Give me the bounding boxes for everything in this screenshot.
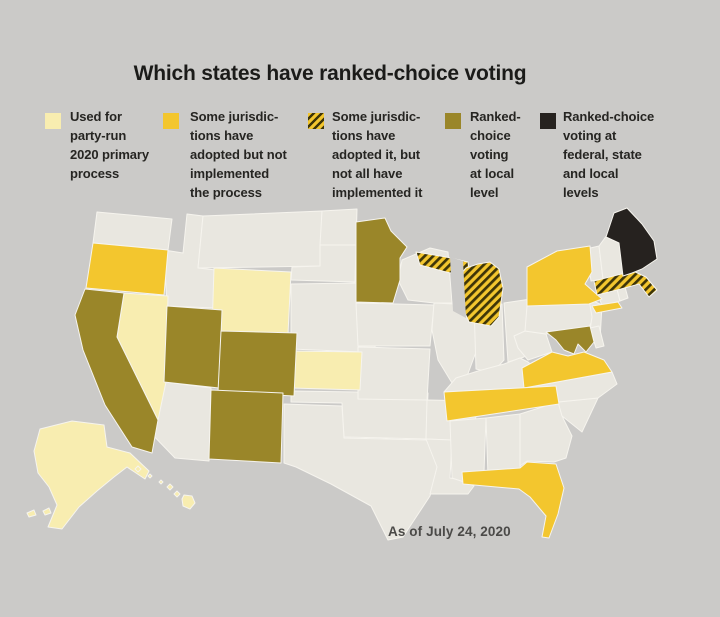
state-maine — [605, 207, 658, 277]
page-title: Which states have ranked-choice voting — [133, 62, 527, 85]
as-of-date-caption: As of July 24, 2020 — [388, 524, 511, 539]
legend-label-primary-2020: Used for party-run 2020 primary process — [70, 109, 150, 181]
legend-swatch-partially-implemented — [308, 113, 324, 129]
state-maryland — [545, 325, 595, 355]
state-california — [74, 288, 159, 454]
state-hawaii — [158, 479, 164, 485]
state-virginia — [521, 351, 613, 389]
state-florida — [461, 461, 565, 539]
state-alaska — [26, 509, 37, 518]
state-texas — [283, 403, 440, 541]
state-missouri — [357, 346, 431, 401]
state-massachusetts — [593, 270, 658, 298]
state-alaska — [33, 420, 150, 530]
state-alaska — [42, 507, 52, 516]
state-hawaii — [147, 473, 153, 479]
state-kansas — [290, 350, 363, 391]
lake-michigan — [450, 257, 466, 318]
state-minnesota — [355, 217, 408, 304]
state-iowa — [355, 302, 435, 347]
state-hawaii — [181, 494, 196, 510]
legend-label-local-level: Ranked- choice voting at local level — [470, 109, 521, 200]
state-wyoming — [211, 267, 292, 335]
state-alabama — [485, 413, 523, 477]
state-hawaii — [134, 465, 142, 473]
legend-swatch-primary-2020 — [45, 113, 61, 129]
legend-swatch-local-level — [445, 113, 461, 129]
state-new-york — [526, 245, 603, 307]
state-new-mexico — [208, 389, 284, 464]
state-shapes — [26, 207, 658, 541]
legend-label-federal-state-local: Ranked-choice voting at federal, state a… — [563, 109, 655, 200]
state-utah — [163, 305, 223, 389]
legend-swatch-federal-state-local — [540, 113, 556, 129]
great-lakes — [450, 257, 466, 318]
state-colorado — [217, 330, 298, 397]
state-north-dakota — [319, 208, 358, 246]
state-tennessee — [443, 385, 560, 422]
legend-label-partially-implemented: Some jurisdic- tions have adopted it, bu… — [332, 109, 423, 200]
state-montana — [197, 210, 323, 269]
state-oregon — [85, 242, 169, 296]
legend-swatch-adopted-not-implemented — [163, 113, 179, 129]
state-new-york — [591, 301, 623, 314]
state-hawaii — [173, 490, 181, 498]
legend-label-adopted-not-implemented: Some jurisdic- tions have adopted but no… — [190, 109, 287, 200]
state-hawaii — [166, 483, 174, 491]
